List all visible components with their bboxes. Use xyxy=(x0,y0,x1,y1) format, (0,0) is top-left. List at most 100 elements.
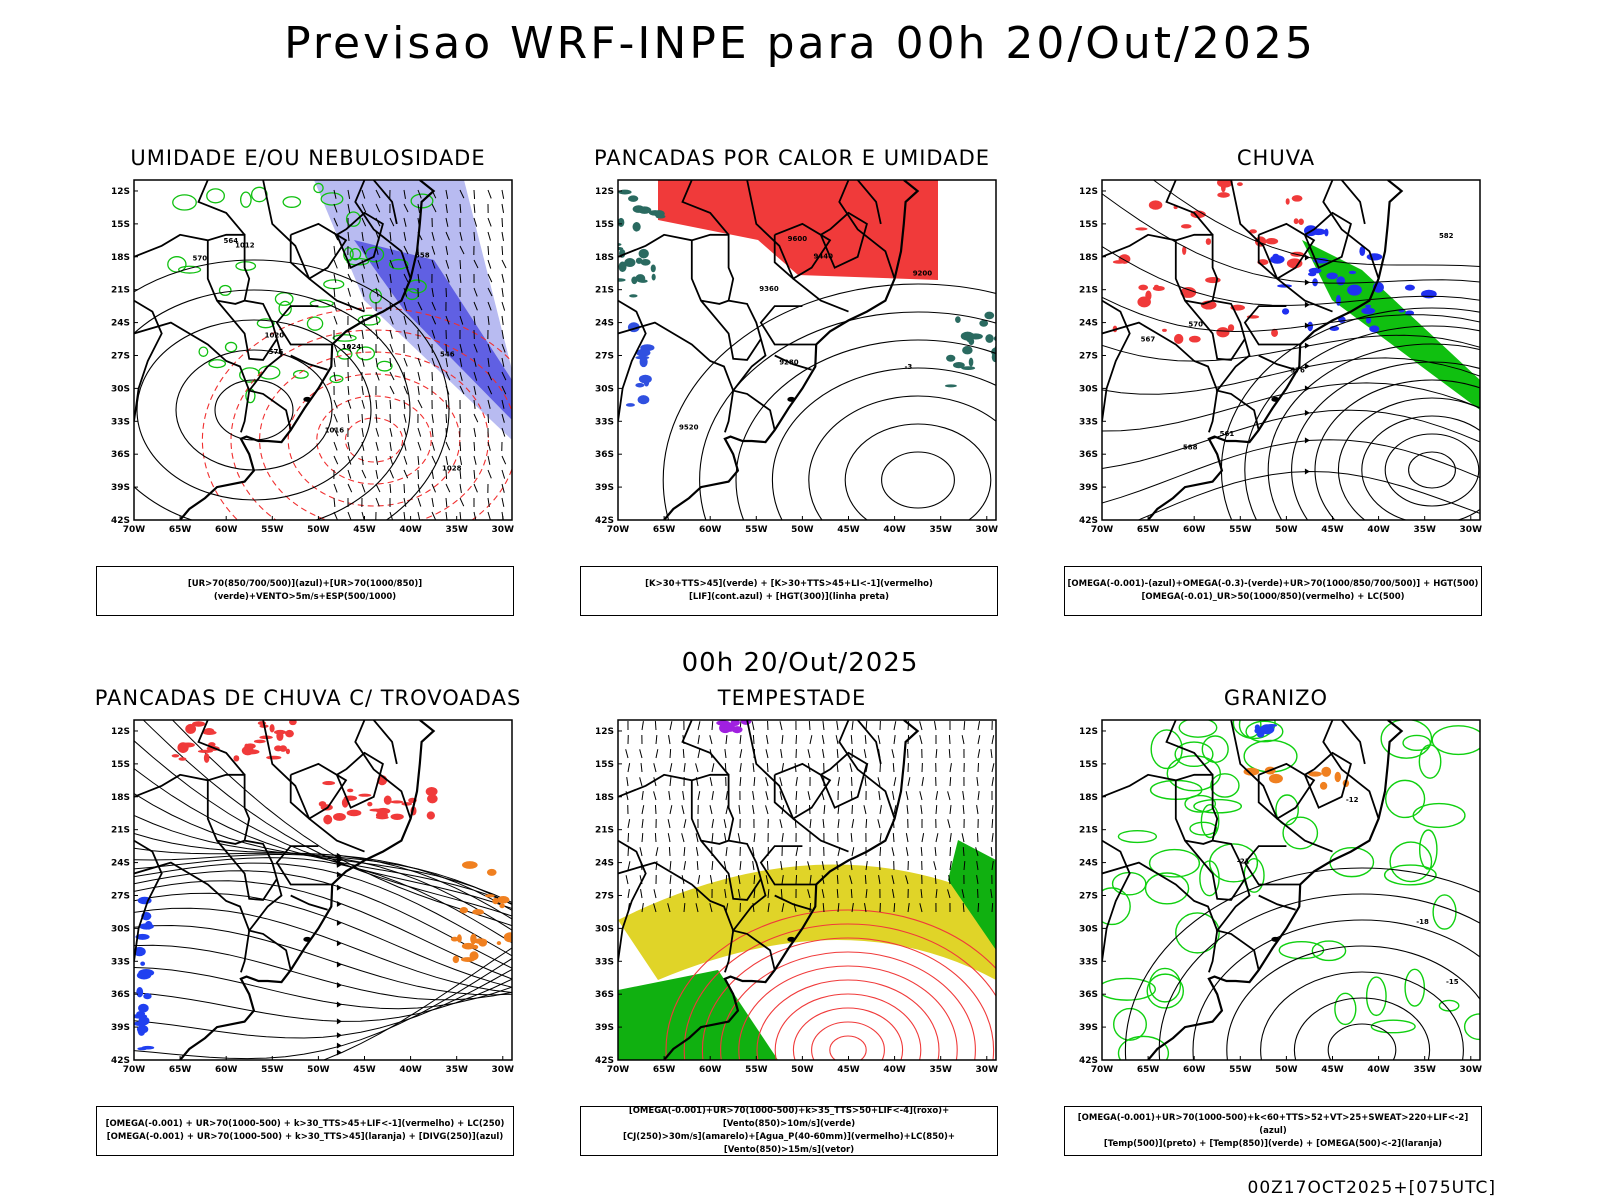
wind-vector xyxy=(991,777,994,787)
wind-vector xyxy=(669,888,672,899)
panel-legend: [OMEGA(-0.001) + UR>70(1000-500) + k>30_… xyxy=(96,1106,514,1156)
map-frame xyxy=(1101,179,1481,521)
lat-tick-label: 39S xyxy=(111,483,130,493)
wind-vector xyxy=(809,819,812,829)
wind-vector xyxy=(487,357,490,367)
lat-tick-label: 39S xyxy=(111,1023,130,1033)
border-line xyxy=(373,180,398,225)
streamline xyxy=(134,907,512,993)
wind-vector xyxy=(333,315,338,325)
lat-tick-label: 21S xyxy=(111,826,130,836)
wind-vector xyxy=(739,763,742,773)
orange-area xyxy=(452,955,460,964)
lon-tick-label: 60W xyxy=(699,1065,722,1075)
green-contour xyxy=(329,374,344,384)
panel-legend: [OMEGA(-0.001)-(azul)+OMEGA(-0.3)-(verde… xyxy=(1064,566,1482,616)
wind-vector xyxy=(403,413,407,423)
wind-vector xyxy=(389,259,394,269)
rain-cell xyxy=(1162,328,1167,332)
wind-vector xyxy=(849,763,853,773)
contour-line xyxy=(1293,997,1431,1060)
wind-vector xyxy=(947,889,951,899)
border-line xyxy=(1102,321,1219,391)
wind-vector xyxy=(501,455,507,465)
wind-vector xyxy=(711,819,715,829)
lon-tick-label: 40W xyxy=(399,525,422,535)
map-umidade: 1012 1016 1020 1024 1028 570 576 558 564 546 12S 15… xyxy=(96,176,516,550)
wind-vector xyxy=(977,735,981,745)
storm-area xyxy=(367,801,373,807)
wind-vector xyxy=(975,847,979,857)
wind-vector xyxy=(403,427,407,437)
wind-vector xyxy=(501,203,505,213)
divergence-area xyxy=(144,920,153,930)
map-background xyxy=(1102,720,1480,1060)
wind-vector xyxy=(445,231,451,241)
wind-vector xyxy=(375,413,378,424)
divergence-area xyxy=(138,1003,149,1013)
lon-tick-label: 50W xyxy=(1275,525,1298,535)
lon-tick-label: 70W xyxy=(1091,525,1114,535)
wind-vector xyxy=(654,804,657,815)
storm-area xyxy=(192,721,206,727)
border-line xyxy=(1184,299,1213,305)
wind-vector xyxy=(669,763,673,773)
wind-vector xyxy=(403,189,406,199)
lat-tick-label: 30S xyxy=(111,384,130,394)
wind-vector xyxy=(668,791,671,801)
wind-vector xyxy=(921,777,924,787)
lat-tick-label: 15S xyxy=(1079,760,1098,770)
map-frame xyxy=(617,179,997,521)
contour-line xyxy=(1244,325,1480,520)
green-contour xyxy=(292,369,309,379)
wind-vector xyxy=(779,819,783,829)
streamline xyxy=(134,857,512,944)
wind-vector xyxy=(795,734,798,745)
wind-vector xyxy=(403,217,407,227)
coastline xyxy=(663,180,920,520)
wind-vector xyxy=(919,791,923,801)
border-line xyxy=(618,233,776,431)
wind-vector xyxy=(781,833,784,843)
rain-cell xyxy=(1217,192,1230,198)
lon-tick-label: 40W xyxy=(883,525,906,535)
wind-vector xyxy=(473,371,478,381)
wind-vector xyxy=(795,790,798,801)
contour-line xyxy=(1260,971,1464,1060)
temp850-contour xyxy=(1102,977,1156,1001)
wind-vector xyxy=(431,287,435,297)
wind-vector xyxy=(709,805,713,815)
temp850-contour xyxy=(1148,967,1182,1003)
wind-vector xyxy=(431,455,437,465)
streamline xyxy=(1102,439,1480,504)
humidity-core xyxy=(354,240,512,420)
green-contour xyxy=(256,318,275,329)
temp850-contour xyxy=(1148,848,1201,878)
wind-vector xyxy=(487,259,492,269)
temp850-contour xyxy=(1117,1035,1170,1060)
temp850-contour xyxy=(1189,821,1218,836)
wind-vector xyxy=(501,329,504,339)
wind-vector xyxy=(641,819,644,829)
rain-cell xyxy=(1182,246,1187,255)
streamline xyxy=(134,853,512,931)
temp850-contour xyxy=(1150,729,1183,770)
wind-vector xyxy=(655,847,659,857)
green-contour xyxy=(345,211,361,227)
contour-label: -3 xyxy=(905,363,913,371)
contour-label: 9440 xyxy=(814,252,834,260)
wind-vector xyxy=(445,497,448,508)
wind-vector xyxy=(459,231,463,241)
lon-tick-label: 35W xyxy=(929,525,952,535)
wind-vector xyxy=(695,889,699,899)
storm-area xyxy=(425,786,438,797)
omega-area xyxy=(1404,284,1415,291)
wind-vector xyxy=(877,735,881,745)
wind-vector xyxy=(738,805,741,815)
omega-area xyxy=(1326,272,1338,280)
wind-vector xyxy=(779,791,783,801)
storm-area xyxy=(401,802,413,806)
lat-tick-label: 24S xyxy=(1079,859,1098,869)
wind-vector xyxy=(906,805,909,815)
streamline-arrow xyxy=(1304,279,1310,286)
